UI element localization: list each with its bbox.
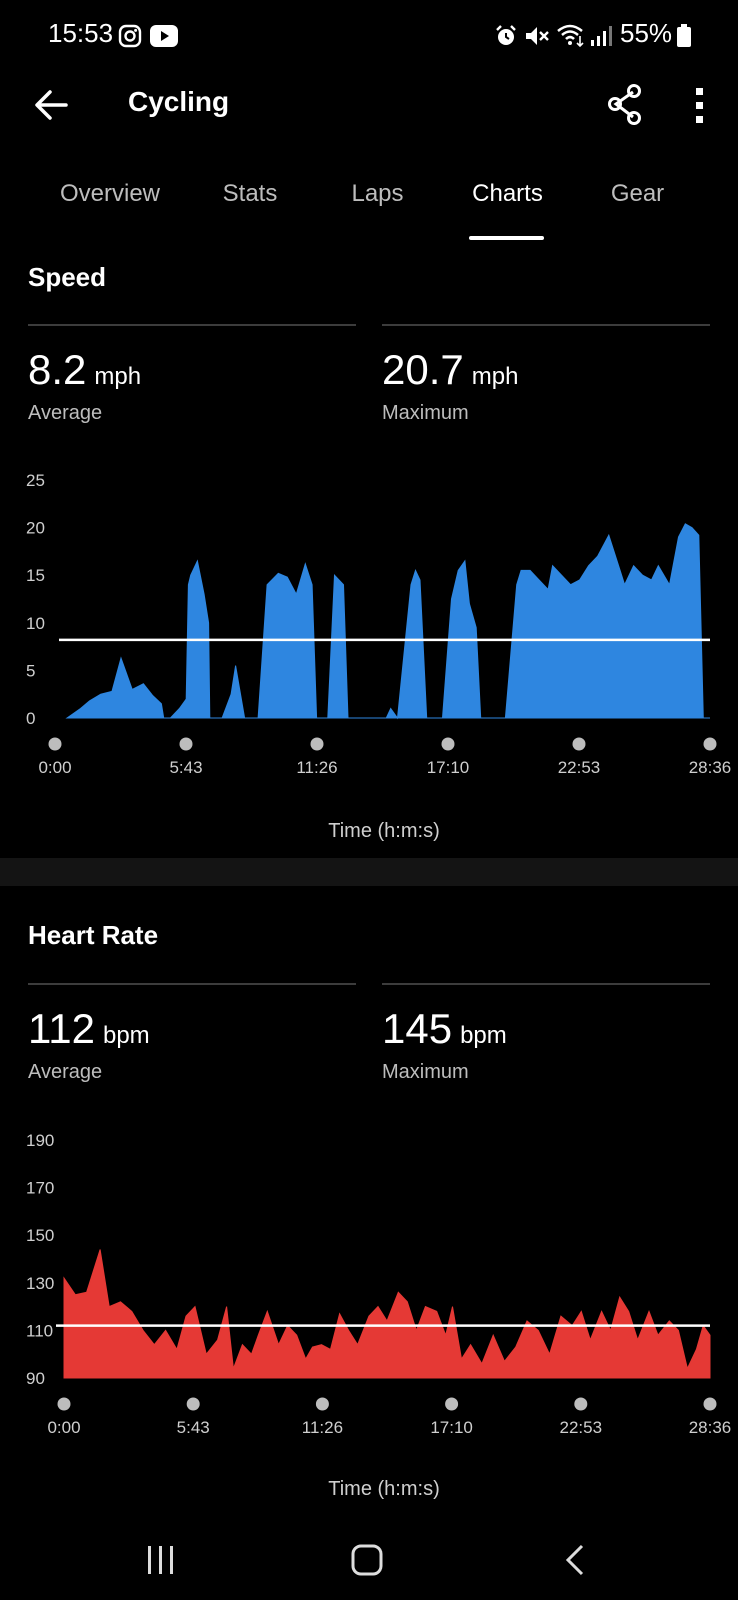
battery-icon (677, 24, 691, 47)
speed-average-unit: mph (94, 363, 142, 390)
tab-indicator (469, 236, 544, 240)
speed-maximum-label: Maximum (382, 402, 469, 424)
status-time: 15:53 (48, 18, 114, 48)
y-tick-label: 25 (26, 471, 45, 490)
speed-maximum-value: 20.7 mph (382, 346, 519, 393)
y-tick-label: 0 (26, 709, 35, 728)
tab-overview[interactable]: Overview (59, 180, 161, 207)
x-tick-label: 22:53 (558, 758, 601, 777)
hr-x-axis-title: Time (h:m:s) (328, 1478, 440, 1500)
x-tick-label: 5:43 (177, 1418, 210, 1437)
x-tick-dot (441, 737, 455, 751)
x-tick-label: 0:00 (38, 758, 71, 777)
x-tick-label: 11:26 (296, 758, 337, 777)
wifi-icon (557, 24, 584, 48)
signal-icon (591, 26, 612, 46)
y-tick-label: 150 (26, 1226, 54, 1245)
x-tick-dot (57, 1397, 71, 1411)
x-tick-dot (315, 1397, 329, 1411)
y-tick-label: 170 (26, 1179, 54, 1198)
hr-average-value: 112 bpm (28, 1005, 150, 1052)
speed-x-axis-title: Time (h:m:s) (328, 820, 440, 842)
y-tick-label: 190 (26, 1131, 54, 1150)
hr-maximum-unit: bpm (460, 1022, 507, 1049)
x-tick-label: 22:53 (560, 1418, 603, 1437)
x-tick-dot (48, 737, 62, 751)
x-tick-dot (574, 1397, 588, 1411)
tab-gear[interactable]: Gear (610, 180, 665, 207)
x-tick-dot (179, 737, 193, 751)
divider (382, 324, 710, 326)
tab-stats[interactable]: Stats (222, 180, 278, 207)
battery-percent: 55% (620, 18, 673, 48)
x-tick-label: 5:43 (169, 758, 202, 777)
recents-button[interactable] (130, 1540, 190, 1580)
hr-maximum-label: Maximum (382, 1061, 469, 1083)
x-tick-label: 17:10 (430, 1418, 473, 1437)
back-button[interactable] (26, 80, 76, 130)
x-tick-label: 28:36 (689, 758, 732, 777)
hr-average-label: Average (28, 1061, 103, 1083)
y-tick-label: 20 (26, 519, 45, 538)
x-tick-label: 28:36 (689, 1418, 732, 1437)
x-tick-dot (445, 1397, 459, 1411)
x-tick-label: 0:00 (47, 1418, 80, 1437)
mute-icon (526, 27, 549, 45)
x-tick-dot (310, 737, 324, 751)
series-area (65, 523, 710, 720)
speed-maximum-unit: mph (471, 363, 519, 390)
page-title: Cycling (128, 86, 230, 117)
x-tick-label: 11:26 (302, 1418, 343, 1437)
heart-rate-section-title: Heart Rate (28, 920, 159, 950)
back-arrow-icon (35, 90, 68, 120)
nav-back-button[interactable] (546, 1540, 606, 1580)
x-tick-dot (572, 737, 586, 751)
speed-average-value: 8.2 mph (28, 346, 142, 393)
instagram-icon (118, 24, 142, 48)
share-icon (608, 84, 641, 125)
back-icon (565, 1544, 584, 1576)
divider (382, 983, 710, 985)
x-tick-dot (186, 1397, 200, 1411)
speed-average-label: Average (28, 402, 103, 424)
more-vert-icon (696, 88, 703, 123)
y-tick-label: 5 (26, 661, 35, 680)
x-tick-label: 17:10 (427, 758, 470, 777)
x-tick-dot (703, 737, 717, 751)
y-tick-label: 90 (26, 1369, 45, 1388)
hr-maximum-value: 145 bpm (382, 1005, 507, 1052)
x-tick-dot (703, 1397, 717, 1411)
tab-charts[interactable]: Charts (472, 180, 543, 207)
hr-average-unit: bpm (102, 1022, 150, 1049)
heart-rate-chart: 90 110 130 150 170 190 0:00 5:43 11:26 17:10 22:53… (26, 1131, 732, 1437)
tab-laps[interactable]: Laps (351, 180, 404, 207)
divider (28, 983, 356, 985)
home-button[interactable] (336, 1540, 396, 1580)
more-options-button[interactable] (676, 80, 722, 130)
alarm-icon (496, 25, 516, 45)
divider (28, 324, 356, 326)
series-area (63, 1249, 711, 1379)
y-tick-label: 130 (26, 1274, 54, 1293)
youtube-icon (150, 25, 178, 47)
recents-icon (148, 1546, 173, 1574)
y-tick-label: 10 (26, 614, 45, 633)
speed-chart: 0 5 10 15 20 25 0:00 5:43 11:26 17:10 22:53 28:36 (26, 471, 732, 777)
y-tick-label: 15 (26, 566, 45, 585)
speed-section-title: Speed (28, 262, 107, 292)
share-button[interactable] (600, 80, 650, 130)
home-icon (351, 1544, 383, 1576)
y-tick-label: 110 (26, 1321, 53, 1340)
section-divider (0, 858, 738, 886)
